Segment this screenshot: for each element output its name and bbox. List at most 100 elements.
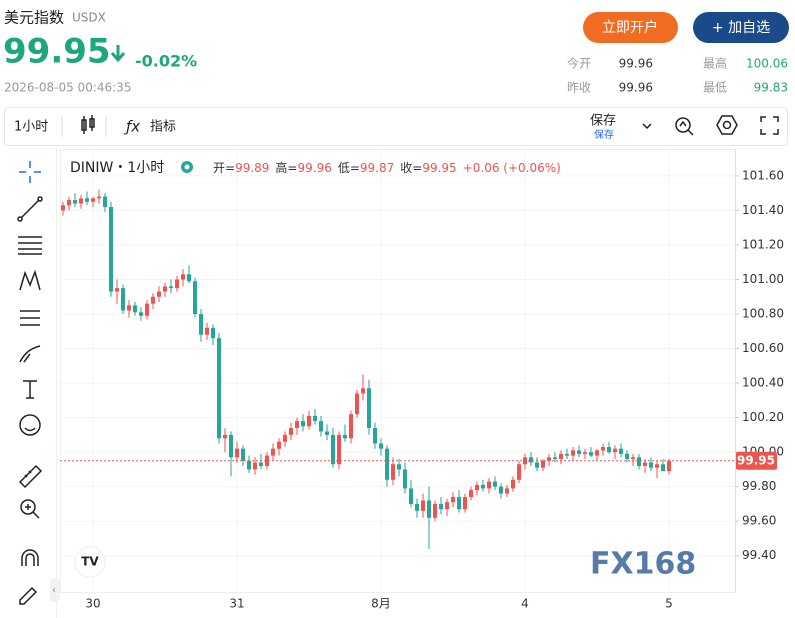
candle-body: [439, 503, 443, 510]
candle-body: [133, 305, 137, 313]
candle-body: [361, 388, 365, 394]
candle-body: [211, 327, 215, 339]
ruler-tool[interactable]: [18, 464, 43, 489]
emoji-tool[interactable]: [19, 414, 41, 436]
add-watch-button[interactable]: + 加自选: [693, 12, 789, 43]
y-tick-label: 100.20: [742, 410, 784, 424]
candle-body: [397, 464, 401, 470]
brush-tool[interactable]: [19, 345, 41, 363]
candle-body: [235, 448, 239, 458]
candle-body: [265, 455, 269, 466]
candle-body: [85, 198, 89, 202]
change: -0.02%: [135, 52, 197, 71]
interval[interactable]: 1小时: [14, 120, 48, 135]
candle-body: [451, 497, 455, 503]
plot: 99.4099.6099.80100.00100.20100.40100.601…: [60, 150, 784, 611]
fx-icon[interactable]: ƒx: [123, 118, 140, 136]
candle-body: [595, 450, 599, 456]
candle-body: [325, 431, 329, 435]
candle-body: [187, 274, 191, 282]
candle-body: [217, 338, 221, 439]
save-menu-icon[interactable]: [642, 123, 652, 130]
candle-body: [223, 434, 227, 439]
status-dot-core: [184, 164, 190, 170]
candle-body: [295, 421, 299, 428]
candle-body: [427, 500, 431, 518]
candle-body: [649, 462, 653, 468]
stats: 今开 99.96 最高 100.06 昨收 99.96 最低 99.83: [567, 56, 788, 95]
zoom-tool[interactable]: [20, 499, 40, 519]
legend-symbol: DINIW・1小时: [70, 160, 164, 176]
candle-body: [385, 448, 389, 480]
price: 99.95: [3, 32, 111, 72]
legend-label: 开=: [213, 161, 235, 175]
candle-body: [421, 500, 425, 511]
save[interactable]: 保存: [590, 114, 616, 129]
candle-body: [349, 414, 353, 439]
fullscreen-icon[interactable]: [760, 116, 779, 135]
open-account-button[interactable]: 立即开户: [583, 12, 678, 43]
candle-body: [259, 462, 263, 466]
tools: [17, 161, 43, 605]
y-tick-label: 100.60: [742, 341, 784, 355]
candle-body: [535, 462, 539, 468]
candle-body: [151, 296, 155, 304]
indicators[interactable]: 指标: [150, 120, 176, 135]
collapse-tab[interactable]: [50, 578, 60, 602]
button-label: + 加自选: [712, 20, 770, 36]
candle-body: [373, 427, 377, 444]
lock-tool[interactable]: [19, 586, 38, 605]
candle-body: [457, 497, 461, 510]
candle-body: [157, 291, 161, 297]
settings-icon[interactable]: [716, 115, 738, 135]
prediction-tool[interactable]: [20, 310, 40, 326]
candle-body: [517, 464, 521, 480]
x-tick-label: 30: [85, 597, 100, 611]
legend-label: 高=: [275, 160, 297, 175]
candle-body: [91, 198, 95, 202]
crosshair-tool[interactable]: [19, 161, 41, 183]
x-tick-label: 8月: [371, 597, 391, 611]
legend-label: 收=: [400, 161, 422, 175]
candle-body: [607, 446, 611, 453]
candle-body: [121, 288, 125, 311]
y-tick-label: 101.00: [742, 272, 784, 286]
text-tool[interactable]: [23, 380, 37, 399]
stat-label: 最高: [703, 56, 727, 71]
candle-body: [289, 427, 293, 435]
stat-label: 昨收: [567, 81, 591, 95]
timestamp: 2026-08-05 00:46:35: [4, 81, 131, 95]
alert-icon[interactable]: [675, 117, 694, 136]
magnet-tool[interactable]: [21, 549, 39, 566]
legend-label: 低=: [338, 161, 360, 175]
last-price-box: [736, 451, 777, 470]
down-arrow: [110, 45, 126, 63]
pattern-tool[interactable]: [19, 269, 41, 291]
candle-body: [337, 434, 341, 465]
fib-tool[interactable]: [18, 236, 42, 255]
candle-body: [409, 488, 413, 504]
y-tick-label: 101.20: [742, 237, 784, 251]
candle-body: [601, 446, 605, 451]
candle-body: [529, 457, 533, 463]
candle-body: [145, 303, 149, 316]
candle-type-icon[interactable]: [81, 115, 95, 134]
candle-body: [277, 441, 281, 449]
candle-body: [241, 448, 245, 461]
code: USDX: [72, 11, 106, 25]
candle-body: [379, 443, 383, 449]
button-label: 立即开户: [602, 19, 658, 36]
title: 美元指数: [4, 9, 64, 27]
candle-body: [103, 196, 107, 207]
candle-body: [511, 479, 515, 489]
candle-body: [625, 453, 629, 460]
candle-body: [667, 460, 671, 472]
candle-body: [391, 464, 395, 480]
candle-body: [175, 279, 179, 289]
candle-body: [433, 503, 437, 518]
candle-body: [247, 460, 251, 470]
candle-body: [487, 481, 491, 489]
x-tick-label: 4: [521, 597, 529, 611]
line-tool[interactable]: [17, 196, 43, 222]
candle-body: [331, 434, 335, 465]
